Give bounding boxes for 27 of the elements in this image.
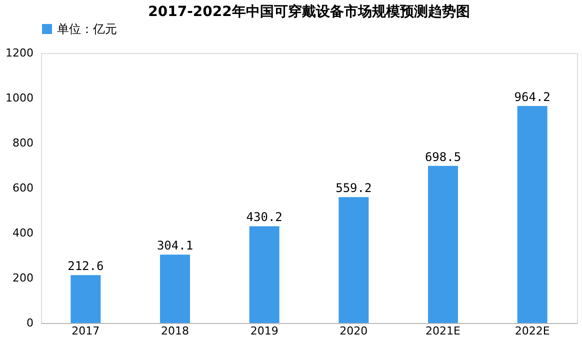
data-label: 698.5 (424, 150, 462, 164)
data-label: 212.6 (68, 259, 104, 274)
x-tick-label: 2021E (426, 324, 461, 338)
y-tick-label: 1200 (6, 46, 34, 60)
x-tick-label: 2017 (72, 324, 100, 338)
data-label: 430.2 (246, 210, 282, 224)
bar (428, 166, 458, 323)
bar (70, 275, 101, 323)
legend-label: 单位：亿元 (57, 22, 117, 36)
y-tick-label: 400 (12, 226, 34, 240)
data-label: 304.1 (156, 238, 194, 253)
bar (249, 226, 280, 323)
x-tick-label: 2022E (514, 324, 550, 338)
x-tick-label: 2018 (161, 324, 189, 338)
y-tick-label: 600 (12, 182, 34, 194)
data-label: 559.2 (336, 181, 372, 196)
y-tick-label: 800 (12, 136, 34, 150)
y-tick-label: 0 (26, 316, 34, 330)
bar (517, 106, 548, 323)
x-tick-label: 2020 (340, 324, 368, 338)
x-tick-label: 2019 (250, 324, 278, 338)
chart-title: 2017-2022年中国可穿戴设备市场规模预测趋势图 (148, 3, 470, 20)
bar (160, 254, 190, 323)
y-tick-label: 1000 (6, 92, 34, 104)
y-tick-label: 200 (12, 272, 34, 284)
bar (338, 197, 369, 323)
data-label: 964.2 (514, 90, 550, 104)
